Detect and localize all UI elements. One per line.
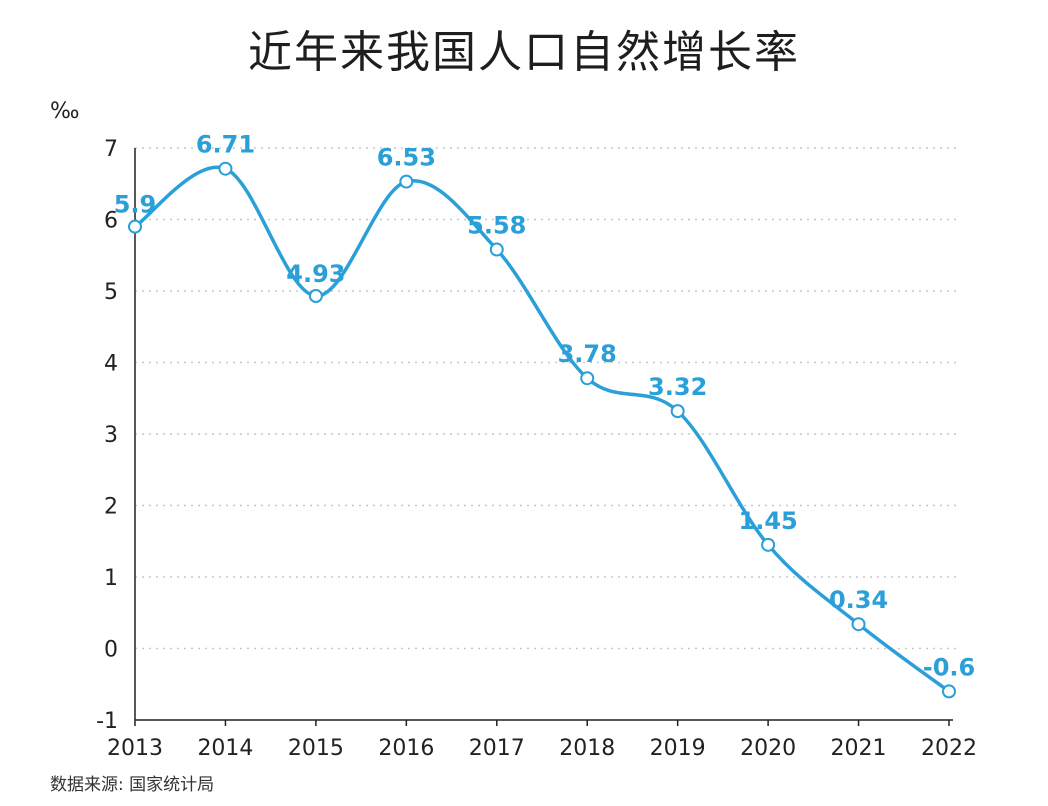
y-tick-label: 6 [104, 209, 118, 234]
data-point [128, 219, 142, 234]
x-tick-label: 2021 [831, 736, 887, 761]
data-points [128, 161, 956, 699]
y-tick-label: 1 [104, 566, 118, 591]
data-label: 5.58 [467, 212, 526, 240]
x-tick-label: 2019 [650, 736, 706, 761]
x-tick-label: 2013 [107, 736, 163, 761]
y-tick-label: 5 [104, 280, 118, 305]
data-point [761, 537, 776, 552]
data-label: 4.93 [286, 260, 345, 288]
x-tick-label: 2022 [921, 736, 977, 761]
y-tick-label: -1 [96, 709, 118, 734]
data-point [851, 617, 866, 632]
y-tick-label: 4 [104, 352, 118, 377]
x-tick-label: 2016 [378, 736, 434, 761]
y-tick-label: 2 [104, 495, 118, 520]
x-tick-label: 2017 [469, 736, 525, 761]
series-line-group [133, 165, 951, 694]
data-point [308, 289, 323, 304]
y-axis-unit-label: ‰ [50, 99, 80, 124]
data-point [670, 404, 685, 419]
data-label: 6.71 [196, 131, 255, 159]
series-line [133, 165, 951, 694]
y-tick-label: 3 [104, 423, 118, 448]
source-note: 数据来源: 国家统计局 [50, 775, 215, 795]
y-tick-label: 7 [104, 137, 118, 162]
grid-lines [135, 147, 960, 650]
y-tick-label: 0 [104, 638, 118, 663]
data-labels: 5.9 6.71 4.93 6.53 5.58 3.78 3.32 1.45 0.34 -0.6 [114, 131, 976, 682]
x-tick-label: 2015 [288, 736, 344, 761]
data-label: 6.53 [377, 144, 436, 172]
x-tick-label: 2014 [197, 736, 253, 761]
data-label: 3.78 [558, 340, 617, 368]
axes: 7 6 5 4 3 2 1 0 -1 ‰ 2013 2014 2015 2016 2017 2018 2019 2… [50, 99, 977, 761]
data-point [489, 242, 504, 257]
chart-title: 近年来我国人口自然增长率 [248, 27, 800, 78]
data-point [580, 371, 595, 386]
data-label: 0.34 [829, 586, 888, 614]
data-label: 5.9 [114, 191, 157, 219]
data-point [942, 684, 956, 699]
data-label: -0.6 [923, 653, 975, 681]
data-point [218, 161, 233, 176]
data-label: 3.32 [648, 373, 707, 401]
data-point [399, 174, 414, 189]
x-tick-label: 2020 [740, 736, 796, 761]
x-tick-label: 2018 [559, 736, 615, 761]
data-label: 1.45 [739, 507, 798, 535]
